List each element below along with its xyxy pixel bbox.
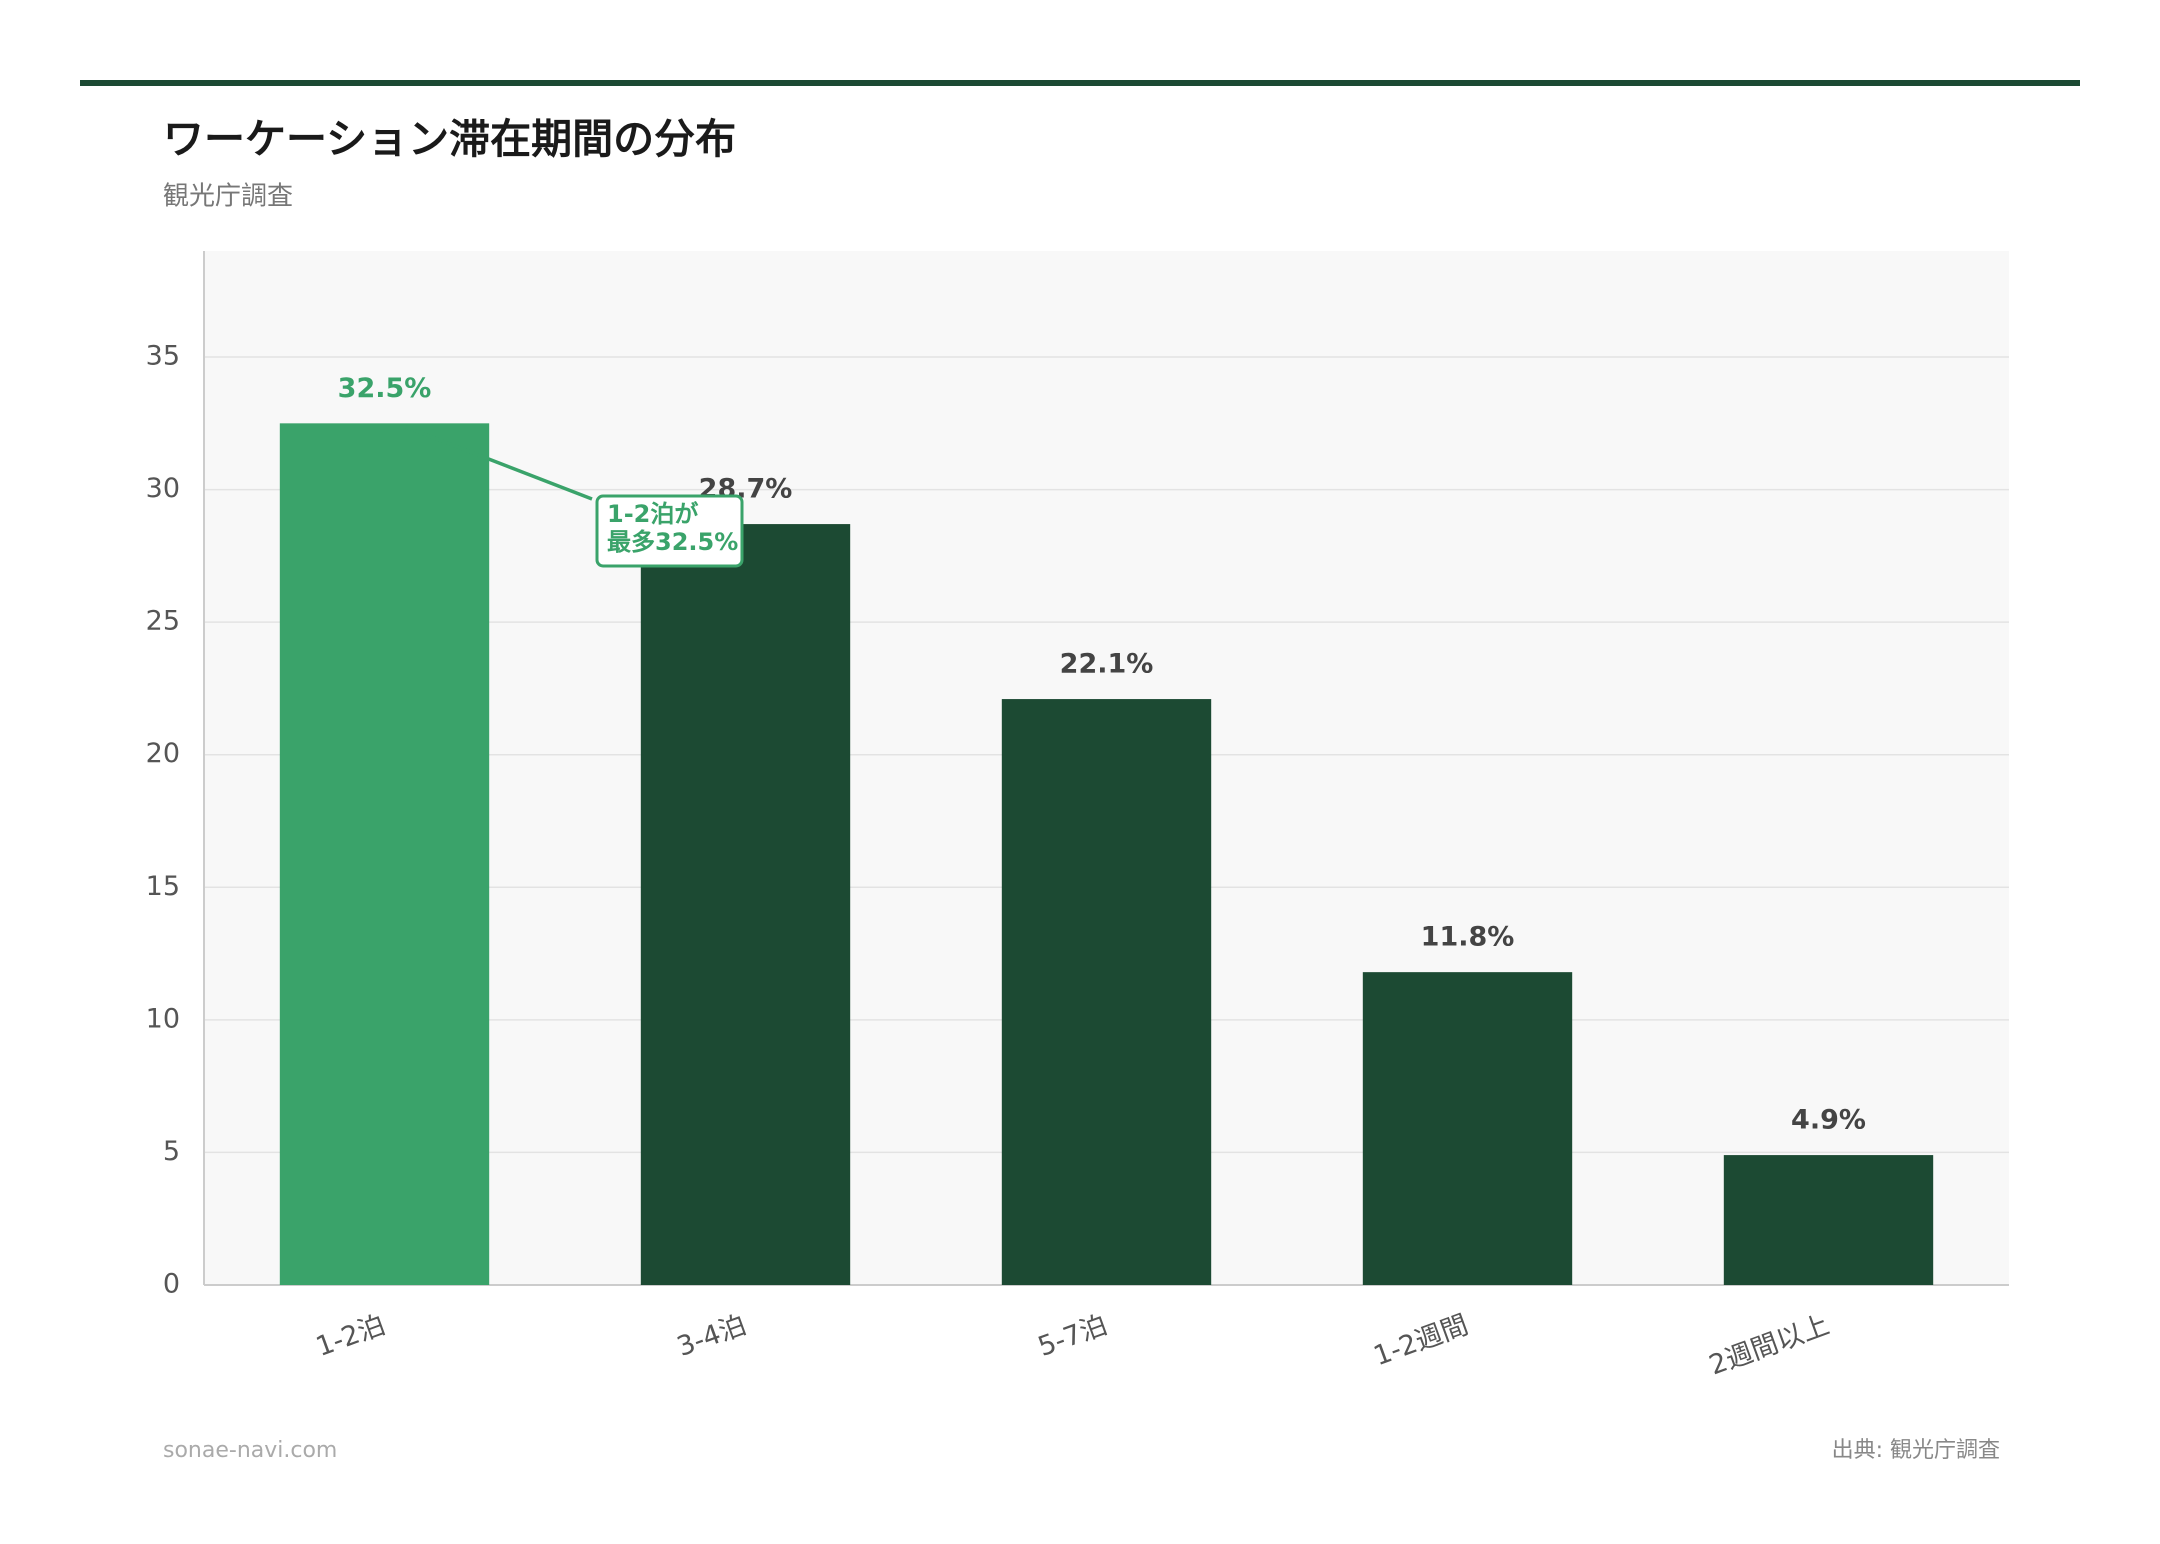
y-tick-label: 10	[146, 1003, 180, 1034]
y-tick-label: 35	[146, 341, 180, 372]
bar	[279, 423, 490, 1285]
x-tick-label: 5-7泊	[1034, 1309, 1111, 1362]
annotation-text: 1-2泊が	[607, 500, 698, 528]
y-tick-label: 5	[163, 1136, 180, 1167]
x-tick-label: 3-4泊	[673, 1309, 750, 1362]
footer-source: 出典: 観光庁調査	[1832, 1438, 2000, 1463]
y-tick-label: 15	[146, 871, 180, 902]
bar	[1001, 699, 1212, 1285]
y-tick-label: 20	[146, 738, 180, 769]
footer-site: sonae-navi.com	[163, 1438, 337, 1463]
x-tick-label: 1-2週間	[1370, 1309, 1473, 1372]
chart-title: ワーケーション滞在期間の分布	[163, 115, 736, 163]
y-tick-label: 0	[163, 1269, 180, 1300]
chart-subtitle: 観光庁調査	[163, 182, 293, 212]
y-tick-label: 25	[146, 606, 180, 637]
x-tick-label: 2週間以上	[1705, 1309, 1833, 1381]
bar	[1723, 1155, 1934, 1285]
annotation-box	[595, 494, 744, 568]
x-tick-label: 1-2泊	[312, 1309, 389, 1362]
y-tick-label: 30	[146, 473, 180, 504]
value-label: 32.5%	[338, 373, 432, 404]
value-label: 11.8%	[1421, 922, 1515, 953]
bar	[640, 524, 851, 1285]
annotation-text: 最多32.5%	[607, 528, 738, 556]
annotation-arrow	[405, 425, 593, 501]
value-label: 4.9%	[1791, 1105, 1866, 1136]
bar	[1362, 972, 1573, 1285]
top-rule	[80, 80, 2080, 86]
value-label: 22.1%	[1060, 649, 1154, 680]
